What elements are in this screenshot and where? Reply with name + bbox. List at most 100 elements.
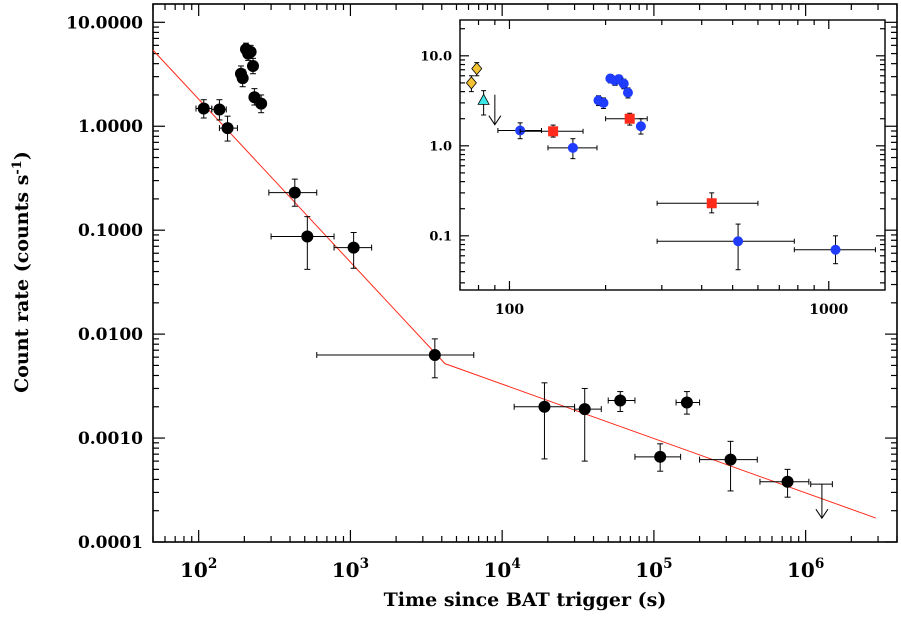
data-point [333,231,373,269]
inset-y-tick-labels: 10.0 1.0 0.1 [420,49,452,244]
data-point [547,138,598,160]
x-tick-label-exponent: 2 [208,556,217,572]
data-point [574,387,602,462]
circle-marker [578,403,591,416]
y-axis-label: Count rate (counts s-1) [10,151,33,393]
x-tick-label: 102 [180,556,217,582]
x-tick-label-base: 10 [787,558,815,582]
circle-marker [618,78,629,89]
y-tick-label: 0.0001 [78,533,143,553]
data-point [246,57,259,75]
circle-marker [733,236,744,247]
circle-marker [213,103,226,116]
x-tick-label-base: 10 [635,558,663,582]
y-tick-label: 1.0000 [78,117,143,137]
inset-axis-ticks [459,20,885,290]
diamond-marker [465,76,477,90]
inset-upper-limits [488,94,502,126]
data-point [675,391,701,415]
inset-x-tick-labels: 100 1000 [495,302,849,318]
circle-marker [567,142,578,153]
circle-marker [221,122,234,135]
data-point [699,440,758,492]
x-axis-label: Time since BAT trigger (s) [384,589,667,611]
data-point [513,382,576,460]
inset-plot-frame [459,19,886,291]
y-tick-label: 10.0 [420,49,452,64]
circle-marker [724,453,737,466]
y-tick-label: 10.0000 [66,13,143,33]
data-point [195,99,213,119]
data-point [465,75,477,93]
main-upper-limits [810,481,833,520]
data-point [634,443,682,472]
circle-marker [347,241,360,254]
main-y-tick-labels: 10.0000 1.0000 0.1000 0.0100 0.0010 0.0001 [66,13,143,553]
circle-marker [236,72,249,85]
circle-marker [614,394,627,407]
x-tick-label-base: 10 [484,558,512,582]
circle-marker [246,59,259,72]
data-point [244,44,257,59]
data-point [236,69,249,88]
main-data-points [195,42,810,498]
circle-marker [301,230,314,243]
y-tick-label: 1.0 [429,139,452,154]
diamond-marker [471,62,483,76]
x-tick-label: 103 [332,556,369,582]
data-point [656,192,759,214]
circle-marker [598,97,609,108]
circle-marker [622,87,633,98]
y-axis-label-main: Count rate (counts s [11,175,33,393]
circle-marker [635,121,646,132]
arrow-head [488,115,502,126]
data-point [656,223,795,271]
x-tick-label-exponent: 6 [815,556,824,572]
x-tick-label-exponent: 4 [511,556,520,572]
data-point [605,112,648,126]
data-point [793,235,876,265]
data-point [477,90,490,116]
circle-marker [428,348,441,361]
data-point [759,468,810,498]
data-point [268,178,318,207]
main-x-tick-labels: 102 103 104 105 106 [180,556,824,582]
x-tick-label: 1000 [809,302,848,318]
square-marker [706,198,717,209]
upper-limit-arrow [488,94,502,126]
circle-marker [197,102,210,115]
arrow-head [815,508,829,520]
data-point [270,216,335,270]
square-marker [624,113,635,124]
circle-marker [244,45,257,58]
upper-limit-arrow [810,481,833,520]
x-tick-label-exponent: 5 [663,556,672,572]
y-tick-label: 0.0100 [78,325,143,345]
y-axis-label-close: ) [11,151,33,160]
x-tick-label-exponent: 3 [360,556,369,572]
circle-marker [538,400,551,413]
circle-marker [654,450,667,463]
square-marker [548,126,559,137]
data-point [316,338,475,379]
circle-marker [288,186,301,199]
data-point [598,97,609,109]
circle-marker [255,97,268,110]
data-point [255,94,268,114]
y-tick-label: 0.1 [429,229,452,244]
data-point [519,124,584,138]
data-point [622,87,633,99]
main-axis-ticks [152,4,898,543]
data-point [218,115,238,142]
y-tick-label: 0.0010 [78,429,143,449]
circle-marker [781,475,794,488]
y-axis-label-exponent: -1 [10,160,25,174]
data-point [471,62,483,77]
circle-marker [830,244,841,255]
y-tick-label: 0.1000 [78,221,143,241]
x-tick-label: 106 [787,556,824,582]
triangle-marker [477,93,490,105]
data-point [211,99,227,121]
x-tick-label-base: 10 [180,558,208,582]
